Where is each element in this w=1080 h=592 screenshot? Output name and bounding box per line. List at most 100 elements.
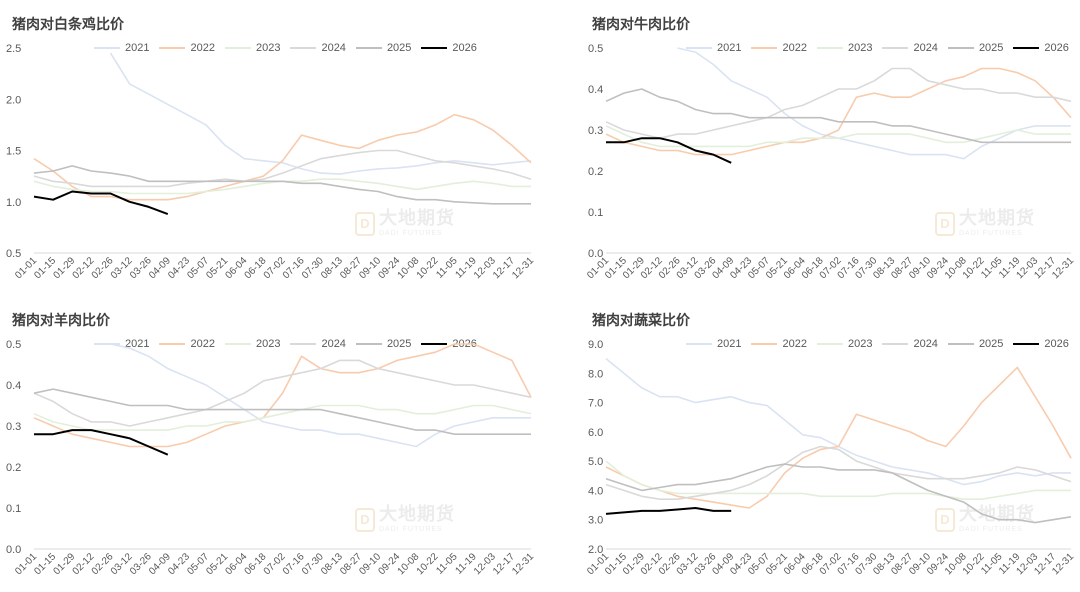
chart-panel-chicken: 猪肉对白条鸡比价 2021 2022 2023 2024 2025 2026 D 大地期货… bbox=[0, 0, 540, 296]
legend-swatch bbox=[224, 343, 251, 345]
legend-item-2024: 2024 bbox=[882, 42, 938, 54]
chart-legend: 2021 2022 2023 2024 2025 2026 bbox=[94, 338, 477, 350]
watermark-cn: 大地期货 bbox=[379, 208, 455, 229]
legend-swatch bbox=[290, 343, 317, 345]
legend-label: 2024 bbox=[321, 42, 346, 54]
legend-item-2022: 2022 bbox=[159, 338, 215, 350]
legend-swatch bbox=[882, 47, 909, 49]
legend-item-2026: 2026 bbox=[421, 42, 477, 54]
y-tick-label: 6.0 bbox=[588, 427, 603, 439]
y-tick-label: 2.0 bbox=[588, 544, 603, 556]
series-line-2026 bbox=[34, 429, 169, 456]
series-line-2023 bbox=[605, 460, 1071, 500]
legend-label: 2021 bbox=[125, 338, 150, 350]
y-tick-label: 0.3 bbox=[588, 125, 603, 137]
watermark-en: DADI FUTURES bbox=[959, 230, 1023, 237]
legend-label: 2026 bbox=[1044, 42, 1069, 54]
legend-swatch bbox=[1013, 343, 1040, 345]
y-tick-label: 9.0 bbox=[588, 339, 603, 351]
series-line-2024 bbox=[33, 359, 532, 427]
legend-item-2024: 2024 bbox=[882, 338, 938, 350]
legend-label: 2025 bbox=[386, 42, 412, 54]
legend-swatch bbox=[882, 343, 909, 345]
y-tick-label: 5.0 bbox=[588, 456, 603, 468]
x-tick-label: 10-22 bbox=[415, 551, 441, 577]
legend-label: 2022 bbox=[190, 42, 215, 54]
series-line-2022 bbox=[33, 113, 532, 201]
y-tick-label: 2.5 bbox=[6, 43, 21, 55]
watermark: D 大地期货 DADI FUTURES bbox=[935, 210, 1035, 237]
legend-item-2025: 2025 bbox=[355, 42, 412, 54]
legend-label: 2025 bbox=[978, 338, 1004, 350]
chart-title: 猪肉对羊肉比价 bbox=[12, 313, 110, 329]
legend-swatch bbox=[94, 47, 120, 49]
legend-label: 2023 bbox=[255, 42, 281, 54]
y-tick-label: 0.4 bbox=[6, 380, 21, 392]
watermark: D 大地期货 DADI FUTURES bbox=[355, 210, 455, 237]
legend-label: 2021 bbox=[717, 338, 742, 350]
watermark-logo-icon: D bbox=[935, 211, 955, 236]
legend-item-2023: 2023 bbox=[816, 338, 873, 350]
line-chart: 2.03.04.05.06.07.08.09.001-0101-1501-290… bbox=[585, 339, 1076, 577]
y-tick-label: 1.0 bbox=[6, 197, 21, 209]
y-tick-label: 2.0 bbox=[6, 94, 21, 106]
watermark-en: DADI FUTURES bbox=[379, 230, 443, 237]
legend-label: 2022 bbox=[782, 338, 807, 350]
legend-label: 2023 bbox=[847, 42, 873, 54]
legend-swatch bbox=[224, 47, 251, 49]
series-line-2021 bbox=[110, 343, 531, 448]
legend-swatch bbox=[159, 47, 186, 49]
series-line-2021 bbox=[605, 357, 1071, 486]
chart-legend: 2021 2022 2023 2024 2025 2026 bbox=[94, 42, 477, 54]
legend-label: 2025 bbox=[386, 338, 412, 350]
y-tick-label: 0.5 bbox=[6, 248, 21, 260]
series-line-2023 bbox=[605, 125, 1071, 148]
legend-label: 2023 bbox=[847, 338, 873, 350]
legend-item-2021: 2021 bbox=[686, 338, 741, 350]
legend-swatch bbox=[355, 343, 382, 345]
chart-legend: 2021 2022 2023 2024 2025 2026 bbox=[686, 42, 1069, 54]
legend-label: 2026 bbox=[452, 42, 477, 54]
watermark-en: DADI FUTURES bbox=[379, 526, 443, 533]
y-tick-label: 0.0 bbox=[588, 248, 603, 260]
series-line-2024 bbox=[605, 445, 1072, 500]
legend-swatch bbox=[421, 343, 448, 345]
legend-swatch bbox=[947, 343, 974, 345]
legend-swatch bbox=[159, 343, 186, 345]
chart-title: 猪肉对白条鸡比价 bbox=[12, 17, 124, 33]
legend-item-2023: 2023 bbox=[224, 42, 281, 54]
y-tick-label: 0.3 bbox=[6, 421, 21, 433]
legend-item-2021: 2021 bbox=[686, 42, 741, 54]
y-tick-label: 0.2 bbox=[6, 462, 21, 474]
line-chart: 0.00.10.20.30.40.501-0101-1501-2902-1202… bbox=[6, 339, 536, 577]
chart-title: 猪肉对蔬菜比价 bbox=[592, 313, 690, 329]
line-chart: 0.51.01.52.02.501-0101-1501-2902-1202-26… bbox=[6, 43, 536, 281]
series-line-2024 bbox=[605, 67, 1072, 139]
y-tick-label: 7.0 bbox=[588, 398, 603, 410]
legend-swatch bbox=[421, 47, 448, 49]
x-tick-label: 12-31 bbox=[1050, 551, 1076, 577]
legend-swatch bbox=[947, 47, 974, 49]
legend-swatch bbox=[816, 47, 843, 49]
legend-item-2025: 2025 bbox=[947, 42, 1003, 54]
watermark-cn: 大地期货 bbox=[959, 208, 1035, 229]
chart-legend: 2021 2022 2023 2024 2025 2026 bbox=[686, 338, 1069, 350]
legend-swatch bbox=[355, 47, 382, 49]
legend-swatch bbox=[1013, 47, 1040, 49]
watermark-logo-icon: D bbox=[935, 507, 955, 532]
x-tick-label: 12-31 bbox=[510, 255, 536, 281]
legend-swatch bbox=[751, 47, 778, 49]
legend-item-2023: 2023 bbox=[816, 42, 873, 54]
watermark-cn: 大地期货 bbox=[379, 504, 455, 525]
series-line-2025 bbox=[605, 463, 1072, 524]
x-tick-label: 12-31 bbox=[1050, 255, 1076, 281]
legend-item-2022: 2022 bbox=[751, 338, 807, 350]
series-line-2026 bbox=[605, 507, 732, 515]
chart-title: 猪肉对牛肉比价 bbox=[592, 17, 690, 33]
legend-item-2025: 2025 bbox=[947, 338, 1004, 350]
legend-label: 2022 bbox=[782, 42, 807, 54]
chart-panel-mutton: 猪肉对羊肉比价 2021 2022 2023 2024 2025 2026 D 大地期货 D… bbox=[0, 296, 540, 592]
y-tick-label: 4.0 bbox=[588, 485, 603, 497]
legend-swatch bbox=[751, 343, 778, 345]
x-tick-label: 10-22 bbox=[415, 255, 441, 281]
